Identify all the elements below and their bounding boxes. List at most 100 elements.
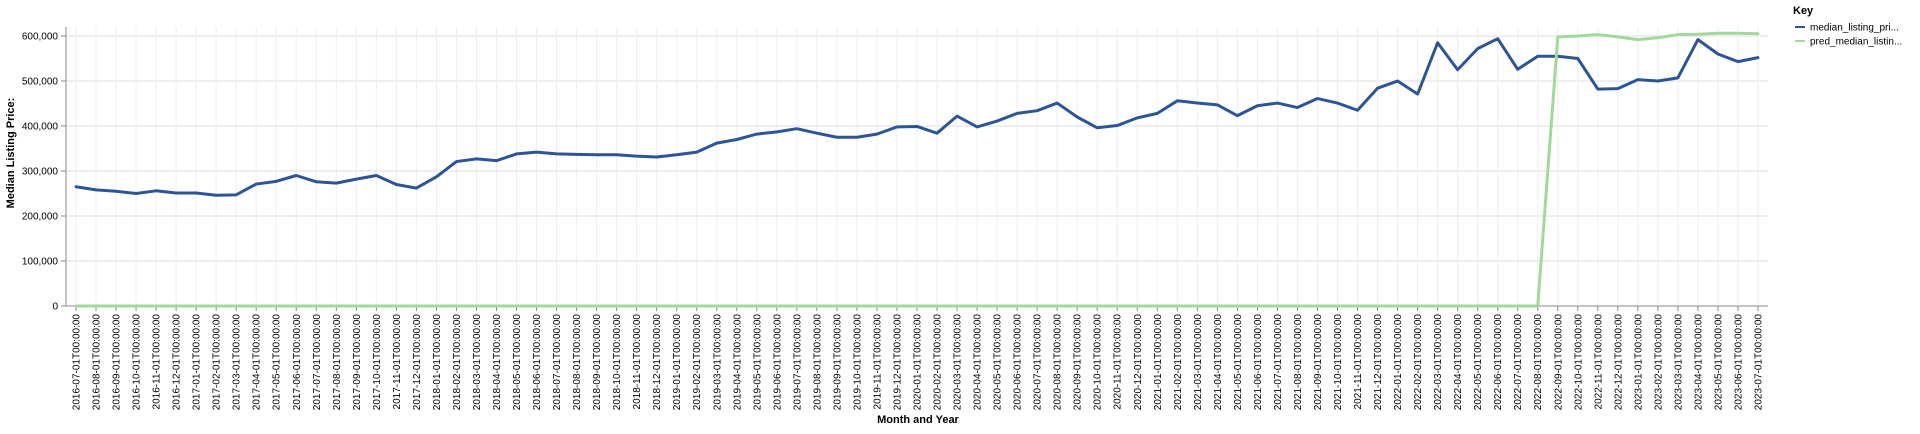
x-tick-label: 2017-01-01T00:00:00	[192, 314, 203, 411]
x-tick-label: 2019-07-01T00:00:00	[792, 314, 803, 411]
x-tick-label: 2021-08-01T00:00:00	[1293, 314, 1304, 411]
x-tick-label: 2020-12-01T00:00:00	[1133, 314, 1144, 411]
x-tick-label: 2019-12-01T00:00:00	[892, 314, 903, 411]
x-tick-label: 2023-03-01T00:00:00	[1673, 314, 1684, 411]
x-tick-label: 2020-09-01T00:00:00	[1073, 314, 1084, 411]
x-tick-label: 2017-12-01T00:00:00	[412, 314, 423, 411]
x-tick-label: 2020-07-01T00:00:00	[1033, 314, 1044, 411]
x-tick-label: 2017-09-01T00:00:00	[352, 314, 363, 411]
x-tick-label: 2020-01-01T00:00:00	[913, 314, 924, 411]
x-tick-label: 2023-04-01T00:00:00	[1693, 314, 1704, 411]
x-tick-label: 2018-01-01T00:00:00	[432, 314, 443, 411]
x-tick-label: 2017-08-01T00:00:00	[332, 314, 343, 411]
x-tick-label: 2017-02-01T00:00:00	[212, 314, 223, 411]
x-tick-label: 2017-04-01T00:00:00	[252, 314, 263, 411]
x-tick-label: 2017-05-01T00:00:00	[272, 314, 283, 411]
x-tick-label: 2022-01-01T00:00:00	[1393, 314, 1404, 411]
x-tick-label: 2019-10-01T00:00:00	[852, 314, 863, 411]
x-tick-label: 2021-02-01T00:00:00	[1173, 314, 1184, 411]
y-tick-label: 200,000	[22, 212, 59, 223]
x-tick-label: 2016-11-01T00:00:00	[152, 314, 163, 410]
x-tick-label: 2022-09-01T00:00:00	[1553, 314, 1564, 411]
legend-label: pred_median_listin...	[1810, 37, 1902, 48]
x-tick-label: 2019-05-01T00:00:00	[752, 314, 763, 411]
x-tick-label: 2016-10-01T00:00:00	[132, 314, 143, 411]
x-tick-label: 2019-04-01T00:00:00	[732, 314, 743, 411]
grid-layer	[66, 27, 1768, 307]
x-tick-label: 2018-04-01T00:00:00	[492, 314, 503, 411]
x-tick-label: 2021-11-01T00:00:00	[1353, 314, 1364, 410]
x-tick-label: 2019-11-01T00:00:00	[872, 314, 883, 410]
x-tick-label: 2018-09-01T00:00:00	[592, 314, 603, 411]
x-tick-label: 2016-07-01T00:00:00	[72, 314, 83, 411]
x-tick-label: 2022-11-01T00:00:00	[1593, 314, 1604, 410]
x-tick-label: 2023-05-01T00:00:00	[1713, 314, 1724, 411]
x-tick-label: 2022-08-01T00:00:00	[1533, 314, 1544, 411]
x-axis-title: Month and Year	[877, 414, 959, 426]
x-tick-label: 2019-06-01T00:00:00	[772, 314, 783, 411]
x-tick-label: 2022-04-01T00:00:00	[1453, 314, 1464, 411]
x-tick-label: 2021-07-01T00:00:00	[1273, 314, 1284, 411]
x-tick-label: 2022-02-01T00:00:00	[1413, 314, 1424, 411]
x-tick-label: 2019-08-01T00:00:00	[812, 314, 823, 411]
y-tick-label: 100,000	[22, 257, 59, 268]
x-tick-label: 2023-01-01T00:00:00	[1633, 314, 1644, 411]
legend-title: Key	[1793, 5, 1814, 17]
legend-label: median_listing_pri...	[1810, 23, 1899, 34]
legend: Key median_listing_pri... pred_median_lis…	[1793, 5, 1902, 48]
x-tick-label: 2018-05-01T00:00:00	[512, 314, 523, 411]
x-tick-label: 2017-06-01T00:00:00	[292, 314, 303, 411]
y-tick-label: 500,000	[22, 77, 59, 88]
x-tick-label: 2021-09-01T00:00:00	[1313, 314, 1324, 411]
x-tick-label: 2020-10-01T00:00:00	[1093, 314, 1104, 411]
x-tick-label: 2021-01-01T00:00:00	[1153, 314, 1164, 411]
x-tick-label: 2021-04-01T00:00:00	[1213, 314, 1224, 411]
x-tick-label: 2023-06-01T00:00:00	[1733, 314, 1744, 411]
x-tick-label: 2020-08-01T00:00:00	[1053, 314, 1064, 411]
x-tick-label: 2020-03-01T00:00:00	[953, 314, 964, 411]
x-tick-label: 2020-02-01T00:00:00	[933, 314, 944, 411]
x-tick-label: 2020-11-01T00:00:00	[1113, 314, 1124, 410]
x-tick-label: 2018-07-01T00:00:00	[552, 314, 563, 411]
x-tick-label: 2022-05-01T00:00:00	[1473, 314, 1484, 411]
x-tick-label: 2021-05-01T00:00:00	[1233, 314, 1244, 411]
x-tick-label: 2018-08-01T00:00:00	[572, 314, 583, 411]
axis-layer: 0 100,000 200,000 300,000 400,000 500,000 600,…	[22, 27, 1768, 410]
x-tick-label: 2016-08-01T00:00:00	[92, 314, 103, 411]
x-tick-label: 2018-12-01T00:00:00	[652, 314, 663, 411]
x-tick-label: 2017-07-01T00:00:00	[312, 314, 323, 411]
x-tick-label: 2018-11-01T00:00:00	[632, 314, 643, 410]
x-tick-label: 2022-12-01T00:00:00	[1613, 314, 1624, 411]
y-axis-title: Median Listing Price:	[5, 98, 17, 209]
x-tick-label: 2020-04-01T00:00:00	[973, 314, 984, 411]
x-tick-label: 2022-06-01T00:00:00	[1493, 314, 1504, 411]
x-tick-label: 2018-06-01T00:00:00	[532, 314, 543, 411]
x-tick-label: 2022-10-01T00:00:00	[1573, 314, 1584, 411]
x-tick-label: 2019-09-01T00:00:00	[832, 314, 843, 411]
x-tick-label: 2017-10-01T00:00:00	[372, 314, 383, 411]
x-tick-label: 2020-06-01T00:00:00	[1013, 314, 1024, 411]
series-line-pred-median-listing-price	[74, 31, 1760, 308]
y-tick-label: 300,000	[22, 167, 59, 178]
series-line-median-listing-price	[74, 37, 1760, 197]
x-tick-label: 2017-03-01T00:00:00	[232, 314, 243, 411]
x-tick-label: 2022-03-01T00:00:00	[1433, 314, 1444, 411]
x-tick-label: 2019-01-01T00:00:00	[672, 314, 683, 411]
x-tick-label: 2023-07-01T00:00:00	[1754, 314, 1765, 411]
x-tick-label: 2021-06-01T00:00:00	[1253, 314, 1264, 411]
x-tick-label: 2017-11-01T00:00:00	[392, 314, 403, 410]
x-tick-label: 2018-02-01T00:00:00	[452, 314, 463, 411]
x-tick-label: 2020-05-01T00:00:00	[993, 314, 1004, 411]
x-tick-label: 2016-09-01T00:00:00	[112, 314, 123, 411]
y-tick-label: 0	[52, 302, 58, 313]
x-tick-label: 2016-12-01T00:00:00	[172, 314, 183, 411]
x-tick-label: 2023-02-01T00:00:00	[1653, 314, 1664, 411]
x-tick-label: 2018-03-01T00:00:00	[472, 314, 483, 411]
series-layer	[74, 31, 1760, 308]
legend-items: median_listing_pri... pred_median_listin.…	[1795, 23, 1902, 48]
x-tick-label: 2019-03-01T00:00:00	[712, 314, 723, 411]
x-tick-label: 2021-12-01T00:00:00	[1373, 314, 1384, 411]
x-tick-label: 2019-02-01T00:00:00	[692, 314, 703, 411]
